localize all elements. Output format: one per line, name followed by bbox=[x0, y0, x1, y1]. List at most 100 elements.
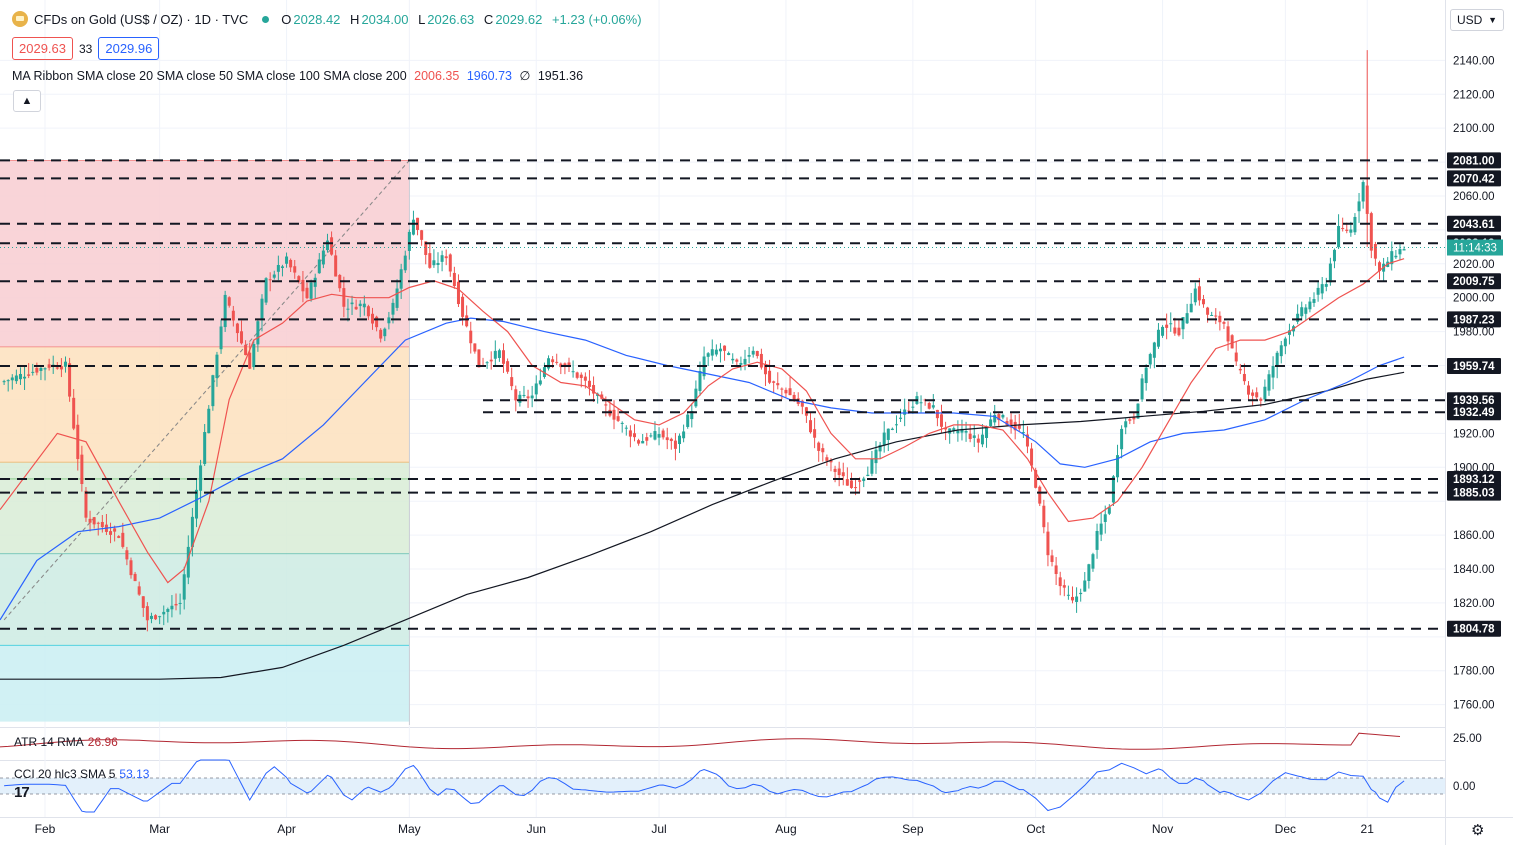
ma-ribbon-legend[interactable]: MA Ribbon SMA close 20 SMA close 50 SMA … bbox=[12, 68, 583, 83]
fib-zone bbox=[0, 553, 410, 646]
candle-body bbox=[927, 403, 931, 409]
candle-body bbox=[718, 348, 722, 352]
candle-body bbox=[919, 402, 923, 404]
candle-body bbox=[1324, 284, 1328, 287]
currency-selector[interactable]: USD ▼ bbox=[1450, 9, 1504, 31]
candle-body bbox=[763, 364, 767, 375]
candle-body bbox=[1005, 421, 1009, 426]
close-value: 2029.62 bbox=[495, 11, 543, 27]
current-price-countdown: 11:14:33 bbox=[1453, 243, 1497, 255]
candle-body bbox=[39, 367, 43, 371]
candle-body bbox=[538, 380, 542, 385]
candle-body bbox=[673, 440, 677, 449]
candle-body bbox=[76, 424, 80, 460]
candle-body bbox=[985, 427, 989, 438]
candle-body bbox=[1402, 249, 1406, 251]
candle-body bbox=[1373, 243, 1377, 259]
candle-body bbox=[1087, 564, 1091, 581]
candle-body bbox=[669, 438, 673, 442]
candle-body bbox=[72, 397, 76, 429]
candle-body bbox=[862, 478, 866, 482]
candle-body bbox=[1169, 323, 1173, 325]
candle-body bbox=[989, 419, 993, 427]
candle-body bbox=[1132, 416, 1136, 420]
candle-body bbox=[1390, 251, 1394, 265]
candle-body bbox=[158, 616, 162, 618]
candle-body bbox=[587, 380, 591, 387]
tradingview-logo[interactable]: 17 bbox=[14, 784, 30, 801]
candle-body bbox=[391, 302, 395, 315]
chevron-down-icon: ▼ bbox=[1488, 15, 1497, 25]
candle-body bbox=[346, 308, 350, 310]
candle-body bbox=[829, 459, 833, 463]
candle-body bbox=[555, 361, 559, 363]
cci-legend[interactable]: CCI 20 hlc3 SMA 5 53.13 bbox=[14, 767, 149, 781]
candle-body bbox=[1099, 523, 1103, 535]
candle-body bbox=[735, 359, 739, 362]
candle-body bbox=[325, 240, 329, 251]
candle-body bbox=[338, 275, 342, 289]
candle-body bbox=[432, 260, 436, 266]
atr-legend[interactable]: ATR 14 RMA 26.96 bbox=[14, 735, 118, 749]
candle-body bbox=[309, 282, 313, 299]
candle-body bbox=[1218, 315, 1222, 323]
y-tick-label: 1780.00 bbox=[1453, 666, 1495, 678]
candle-body bbox=[23, 376, 27, 379]
x-tick-label: Jun bbox=[527, 822, 546, 836]
symbol-title[interactable]: CFDs on Gold (US$ / OZ) · 1D · TVC bbox=[34, 11, 249, 27]
candle-body bbox=[88, 518, 92, 523]
sell-button[interactable]: 2029.63 bbox=[12, 37, 73, 60]
candle-body bbox=[424, 241, 428, 255]
candle-body bbox=[882, 432, 886, 446]
level-label: 2009.75 bbox=[1453, 276, 1495, 288]
candle-body bbox=[383, 328, 387, 337]
candle-body bbox=[784, 389, 788, 394]
candle-body bbox=[1017, 425, 1021, 429]
candle-body bbox=[506, 361, 510, 372]
x-tick-label: Mar bbox=[149, 822, 170, 836]
atr-axis-tick: 25.00 bbox=[1453, 733, 1482, 745]
candle-body bbox=[207, 408, 211, 434]
candle-body bbox=[293, 266, 297, 273]
y-tick-label: 1820.00 bbox=[1453, 598, 1495, 610]
level-label-box bbox=[1447, 215, 1501, 232]
candle-body bbox=[1091, 554, 1095, 569]
candle-body bbox=[1177, 327, 1181, 336]
x-tick-label: Feb bbox=[35, 822, 56, 836]
candle-body bbox=[1128, 419, 1132, 421]
candle-body bbox=[1156, 329, 1160, 347]
candle-body bbox=[399, 269, 403, 289]
candle-body bbox=[1369, 213, 1373, 251]
candle-body bbox=[252, 344, 256, 368]
gear-icon[interactable]: ⚙ bbox=[1471, 822, 1485, 839]
candle-body bbox=[100, 521, 104, 527]
candle-body bbox=[710, 349, 714, 356]
candle-body bbox=[571, 371, 575, 373]
candle-body bbox=[632, 433, 636, 438]
candle-body bbox=[1304, 307, 1308, 314]
candle-body bbox=[714, 349, 718, 355]
candle-body bbox=[575, 372, 579, 378]
candle-body bbox=[866, 474, 870, 476]
candle-body bbox=[772, 381, 776, 383]
candle-body bbox=[1287, 330, 1291, 335]
candle-body bbox=[899, 417, 903, 419]
spread-value: 33 bbox=[79, 41, 93, 56]
buy-button[interactable]: 2029.96 bbox=[98, 37, 160, 60]
currency-label: USD bbox=[1457, 13, 1483, 27]
candle-body bbox=[125, 550, 129, 560]
collapse-legend-button[interactable]: ▲ bbox=[13, 90, 41, 112]
candle-body bbox=[1079, 592, 1083, 595]
candle-body bbox=[583, 376, 587, 381]
gold-icon bbox=[12, 11, 28, 27]
candle-body bbox=[68, 363, 72, 397]
candle-body bbox=[330, 237, 334, 255]
ma20-line bbox=[0, 258, 1405, 584]
candle-body bbox=[350, 302, 354, 305]
candle-body bbox=[121, 532, 125, 547]
symbol-header: CFDs on Gold (US$ / OZ) · 1D · TVC O 2028… bbox=[12, 11, 648, 27]
candle-body bbox=[567, 362, 571, 367]
candle-body bbox=[1312, 299, 1316, 303]
ma50-value: 1960.73 bbox=[466, 69, 512, 83]
